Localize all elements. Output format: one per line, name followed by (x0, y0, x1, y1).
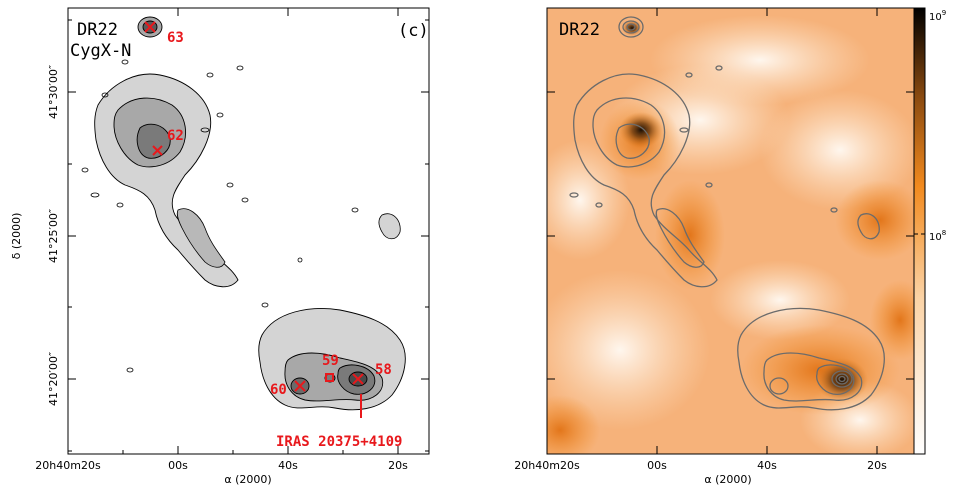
y-tick-1: 41°30′00″ (47, 65, 60, 119)
contour-level-3-north (136, 123, 171, 159)
label-cygx-n: CygX-N (70, 41, 131, 61)
x-tick-right-1: 20h40m20s (514, 459, 580, 472)
y-tick-2: 41°25′00″ (47, 209, 60, 263)
colorbar-mid-label: 108 (929, 229, 946, 243)
right-panel: DR22 20h40m20s 00s 40s 20s α (2000) 109 … (514, 7, 946, 486)
right-ticks (546, 8, 914, 454)
x-tick-left-3: 40s (278, 459, 298, 472)
right-heatmap (547, 8, 914, 454)
colorbar-top-label: 109 (929, 9, 946, 23)
x-tick-right-4: 20s (867, 459, 887, 472)
label-source-63: 63 (167, 30, 184, 46)
noise-contours (81, 59, 359, 373)
left-contour-map (81, 16, 406, 418)
y-axis-label: δ (2000) (10, 213, 23, 260)
label-source-58: 58 (375, 362, 392, 378)
right-contours (569, 16, 885, 411)
x-axis-label-right: α (2000) (704, 473, 751, 486)
label-dr22-right: DR22 (559, 20, 600, 40)
y-tick-3: 41°20′00″ (47, 352, 60, 406)
x-axis-label-left: α (2000) (224, 473, 271, 486)
marker-60 (294, 380, 306, 392)
x-tick-left-4: 20s (388, 459, 408, 472)
marker-58 (352, 373, 364, 385)
colorbar-gradient (913, 7, 926, 455)
marker-59 (325, 373, 334, 382)
source-markers (144, 21, 364, 418)
contour-mid-filament (176, 208, 226, 268)
label-dr22: DR22 (77, 20, 118, 40)
contour-east-clump (378, 213, 401, 240)
marker-62 (152, 145, 163, 156)
label-source-60: 60 (270, 382, 287, 398)
x-tick-left-2: 00s (168, 459, 188, 472)
x-tick-right-2: 00s (647, 459, 667, 472)
colorbar: 109 108 (913, 7, 946, 455)
panel-tag: (c) (398, 21, 429, 41)
x-tick-right-3: 40s (757, 459, 777, 472)
marker-63 (144, 21, 156, 33)
label-iras: IRAS 20375+4109 (276, 434, 402, 450)
label-source-59: 59 (322, 353, 339, 369)
left-ticks (67, 8, 429, 454)
label-source-62: 62 (167, 128, 184, 144)
left-panel: DR22 CygX-N (c) 63 62 59 58 60 IRAS 2037… (10, 7, 430, 486)
x-tick-left-1: 20h40m20s (35, 459, 101, 472)
